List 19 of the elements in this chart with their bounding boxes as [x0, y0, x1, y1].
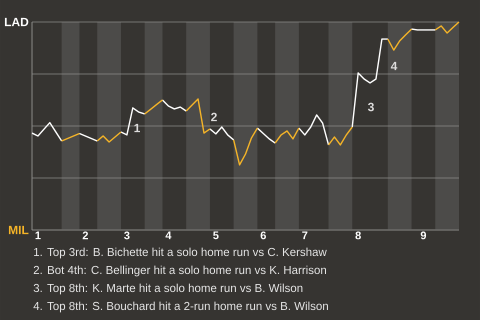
text: 1. Top 3rd: B. Bichette hit a solo home run vs C. Kershaw [34, 248, 327, 258]
text: LAD [4, 18, 28, 26]
text: 2. Bot 4th: C. Bellinger hit a solo home run vs K. Harrison [34, 266, 326, 276]
x-tick-label: 4 [166, 232, 172, 240]
annotation: 3 [368, 102, 374, 112]
x-tick-label: 7 [302, 232, 308, 240]
annotation: 2 [211, 112, 217, 122]
text: 4. Top 8th: S. Bouchard hit a 2-run home run vs B. Wilson [33, 302, 328, 312]
text: MIL [8, 226, 28, 234]
x-tick-label: 1 [36, 232, 41, 240]
x-tick-label: 2 [82, 232, 88, 240]
annotation: 1 [134, 124, 140, 132]
x-tick-label: 5 [213, 232, 219, 240]
x-tick-label: 3 [124, 232, 130, 240]
x-tick-label: 9 [420, 232, 426, 240]
annotation: 4 [390, 62, 398, 70]
x-tick-label: 8 [355, 232, 361, 240]
x-tick-label: 6 [260, 232, 266, 240]
text: 3. Top 8th: K. Marte hit a solo home run vs B. Wilson [34, 284, 302, 294]
